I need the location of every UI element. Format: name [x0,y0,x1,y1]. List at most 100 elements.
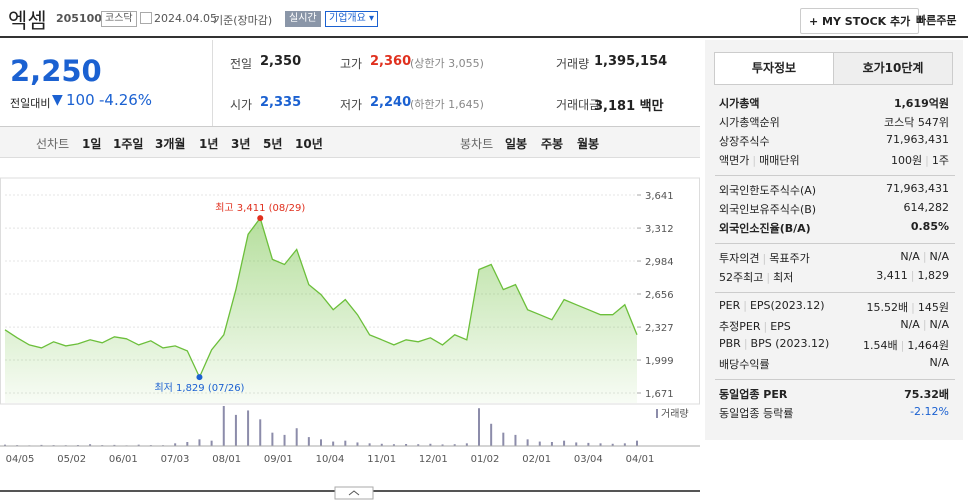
y-tick-label: 2,656 [645,290,674,301]
volume-bar [332,441,335,446]
y-tick-label: 1,999 [645,356,674,367]
info-row: 액면가 | 매매단위 100원 | 1주 [719,152,949,170]
extreme-label: 최저 1,829 (07/26) [154,382,244,394]
basis: 기준(장마감) [213,14,273,27]
realtime-badge[interactable]: 실시간 [285,11,321,27]
label-part: BPS (2023.12) [750,337,830,350]
period-tab[interactable]: 1주일 [113,137,144,151]
row-label: 액면가 | 매매단위 [719,152,800,168]
volume-bar [4,444,6,446]
label-part: 시가총액 [719,97,760,110]
y-tick-label: 3,641 [645,191,674,202]
volume-bar [478,408,480,446]
period-tab[interactable]: 10년 [295,137,323,151]
row-label: PBR | BPS (2023.12) [719,337,829,350]
volume-bar [89,444,92,446]
period-tab[interactable]: 1년 [199,137,219,151]
value-part: 1,619억원 [893,97,949,110]
header: 엑셈 205100 코스닥 2024.04.05 기준(장마감) 실시간 기업개… [0,0,968,38]
value-part: 145원 [917,301,949,314]
price: 2,250 [10,54,102,88]
add-button[interactable]: + MY STOCK 추가 [800,8,920,34]
group-divider [715,292,955,293]
down-arrow: ▼ [52,92,63,108]
row-value: 코스닥 547위 [884,114,949,130]
cell-note: (상한가 3,055) [410,57,484,70]
extreme-label: 최고 3,411 (08/29) [215,202,305,214]
period-tab[interactable]: 1일 [82,137,102,151]
label-part: 동일업종 PER [719,388,788,401]
value-part: 3,411 [876,269,908,282]
x-tick-label: 11/01 [367,454,396,465]
chart: 3,641 3,312 2,984 2,656 2,327 1,999 1,671 최고 3,… [0,177,700,500]
info-row: 외국인한도주식수(A) 71,963,431 [719,182,949,200]
row-value: 100원 | 1주 [891,152,949,168]
x-tick-label: 04/01 [626,454,655,465]
value-part: N/A [900,318,920,331]
volume-bar [502,432,505,446]
change: 100 [66,91,95,109]
period-tab[interactable]: 3년 [231,137,251,151]
volume-bar [344,440,347,446]
volume-bar [295,428,298,446]
order-button[interactable]: 빠른주문 [916,14,957,27]
candle-tab[interactable]: 월봉 [577,137,600,151]
info-row: 외국인소진율(B/A) 0.85% [719,220,949,238]
volume-bar [368,443,371,446]
x-tick-label: 12/01 [419,454,448,465]
label-part: 상장주식수 [719,135,770,148]
volume-bar [40,444,43,446]
volume-bar [550,442,553,446]
x-tick-label: 03/04 [574,454,603,465]
row-value: 3,411 | 1,829 [876,269,949,282]
volume-bar [636,440,638,446]
info-row: PBR | BPS (2023.12) 1.54배 | 1,464원 [719,337,949,355]
candle-tab[interactable]: 일봉 [505,137,528,151]
volume-bar [611,443,614,446]
cell-label: 저가 [340,98,363,112]
volume-bar [563,440,566,446]
change-label: 전일대비 [10,97,51,110]
row-value: N/A | N/A [900,318,949,331]
period-tab[interactable]: 3개월 [155,137,186,151]
cell-value: 2,335 [260,95,302,110]
volume-bar [441,444,444,446]
volume-bar [137,444,140,446]
volume-bar [198,439,201,446]
extreme-point [196,374,203,381]
volume-bar [234,414,237,446]
calendar-icon [140,12,152,24]
info-tab[interactable]: 투자정보 [714,52,834,85]
separator: | [766,271,771,284]
separator: | [911,301,915,314]
label-part: 52주최고 [719,271,764,284]
cell-label: 전일 [230,57,253,71]
label-part: 액면가 [719,154,750,167]
info-tab[interactable]: 호가10단계 [833,52,953,85]
y-tick-label: 2,327 [645,323,674,334]
stock-code: 205100 [56,12,102,25]
group-divider [715,379,955,380]
info-row: 시가총액 1,619억원 [719,95,949,113]
cell-value: 2,360 [370,54,412,69]
date: 2024.04.05 [154,12,217,25]
company-button[interactable]: 기업개요 ▾ [325,11,379,27]
period-tabs: 선차트 1일 1주일 3개월 1년 3년 5년 10년 봉차트 일봉 주봉 월봉 [0,127,700,158]
y-tick-label: 2,984 [645,257,674,268]
row-value: N/A | N/A [900,250,949,263]
row-value: 1,619억원 [894,95,949,111]
info-row: 추정PER | EPS N/A | N/A [719,318,949,336]
row-value: 614,282 [904,201,950,214]
label-part: 외국인소진율(B/A) [719,222,811,235]
candle-tab[interactable]: 주봉 [541,137,564,151]
row-label: 투자의견 | 목표주가 [719,250,810,266]
volume-bar [575,442,578,446]
collapse-button[interactable] [334,486,374,500]
volume-bar [526,439,529,446]
row-value: -2.12% [910,405,949,418]
period-tab[interactable]: 5년 [263,137,283,151]
panel-bg [705,40,963,440]
label-part: 목표주가 [769,252,810,265]
separator: | [752,154,757,167]
